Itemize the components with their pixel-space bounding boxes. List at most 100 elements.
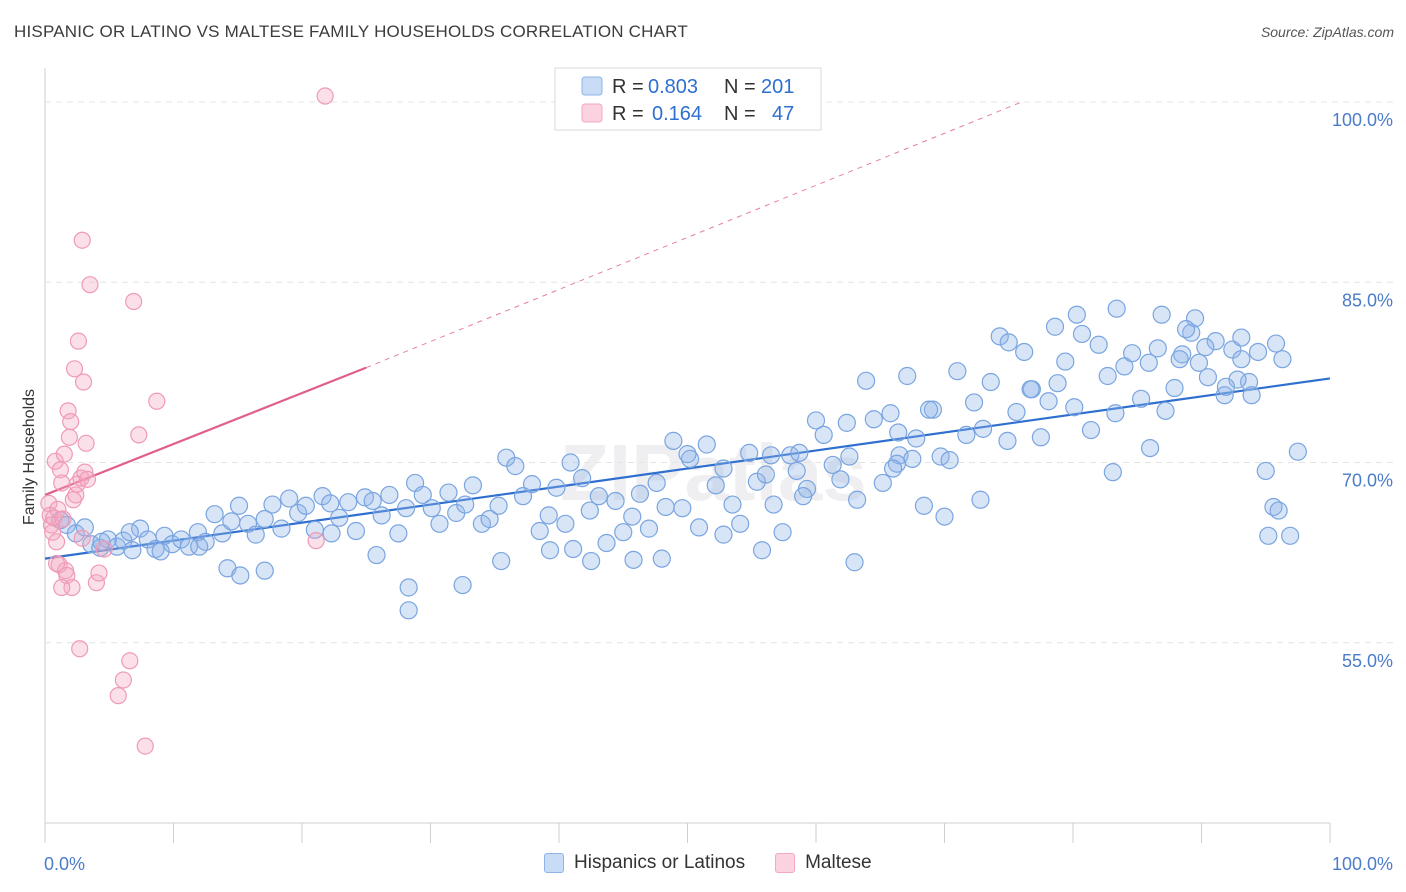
legend-item-hispanics[interactable]: Hispanics or Latinos [544,852,745,874]
data-point-hispanics [480,509,499,529]
data-point-maltese [136,737,154,755]
data-point-hispanics [773,523,792,542]
data-point-hispanics [957,425,976,444]
data-point-hispanics [752,541,772,560]
y-tick-label: 70.0% [1342,471,1393,491]
x-tick-label-max: 100.0% [1332,854,1393,874]
data-point-maltese [73,231,91,249]
data-point-hispanics [151,542,170,561]
data-point-hispanics [1232,350,1251,369]
data-point-hispanics [188,523,208,542]
data-point-hispanics [1089,335,1108,354]
data-point-hispanics [213,524,232,543]
x-tick-labels: 0.0% 100.0% [44,854,1393,874]
legend-item-maltese[interactable]: Maltese [775,852,872,874]
data-point-hispanics [1198,368,1218,387]
data-point-hispanics [1021,380,1040,399]
data-point-hispanics [614,523,633,542]
data-point-hispanics [823,455,842,475]
data-point-maltese [54,510,72,528]
data-point-maltese [125,292,143,311]
data-point-hispanics [999,333,1018,352]
legend-n-label-2: N = [724,103,756,125]
data-point-hispanics [1103,463,1122,482]
data-point-hispanics [439,483,458,502]
data-point-hispanics [573,469,592,488]
data-point-hispanics [399,601,418,620]
legend-n-value-2: 47 [772,103,794,125]
data-point-hispanics [761,446,781,465]
data-point-hispanics [422,499,441,518]
data-point-hispanics [190,537,209,556]
data-point-hispanics [706,476,725,495]
data-point-hispanics [246,525,265,544]
data-point-hispanics [229,496,249,515]
data-point-hispanics [205,505,224,524]
data-point-maltese [87,574,106,592]
data-point-hispanics [652,549,671,568]
trend-line-maltese-extension [366,101,1022,369]
data-point-hispanics [1152,305,1171,324]
data-point-hispanics [399,578,418,597]
data-point-hispanics [714,525,733,544]
data-point-hispanics [1045,317,1065,336]
data-point-hispanics [990,327,1009,346]
data-point-hispanics [1206,332,1225,351]
data-point-hispanics [1148,339,1167,358]
data-point-hispanics [923,400,943,419]
y-tick-labels: 55.0% 70.0% 85.0% 100.0% [1332,110,1393,671]
data-point-hispanics [689,518,709,537]
data-point-hispanics [914,496,934,515]
legend-r-label-2: R = [612,103,644,125]
data-point-hispanics [1176,320,1196,339]
data-point-hispanics [1273,350,1292,369]
data-point-hispanics [372,506,391,525]
data-point-hispanics [881,404,900,423]
data-point-hispanics [589,487,608,506]
data-point-hispanics [263,495,282,514]
legend-n-value-1: 201 [761,76,794,98]
data-point-hispanics [907,429,926,448]
data-point-hispanics [919,400,939,419]
data-point-hispanics [1170,350,1189,369]
data-point-hispanics [714,459,733,478]
data-point-maltese [74,373,93,391]
data-point-hispanics [1266,334,1286,353]
data-point-hispanics [873,473,892,493]
data-point-hispanics [639,519,659,538]
data-point-hispanics [656,497,675,517]
data-point-hispanics [790,443,809,463]
data-point-hispanics [1182,323,1201,342]
data-point-maltese [130,426,148,444]
data-point-hispanics [1056,352,1075,371]
series-hispanics-points [51,299,1307,620]
data-point-hispanics [539,506,558,525]
source-label: Source: ZipAtlas.com [1260,24,1394,40]
legend-label: Hispanics or Latinos [574,852,746,873]
data-point-hispanics [296,496,315,515]
data-point-hispanics [1081,420,1101,440]
y-tick-label: 100.0% [1332,110,1393,130]
data-point-hispanics [463,476,483,495]
data-point-hispanics [1173,345,1192,364]
data-point-hispanics [255,509,274,529]
data-point-hispanics [430,514,449,533]
data-point-hispanics [1264,497,1283,517]
data-point-hispanics [1189,353,1209,372]
data-point-hispanics [831,470,850,489]
data-point-maltese [47,554,66,573]
data-point-hispanics [971,490,990,509]
data-point-hispanics [1123,344,1142,363]
data-point-hispanics [837,413,856,432]
data-point-hispanics [806,411,826,430]
data-point-hispanics [561,453,580,472]
data-point-hispanics [889,423,908,442]
data-point-hispanics [973,419,993,438]
data-point-hispanics [845,553,864,572]
data-point-hispanics [1228,370,1247,389]
data-point-hispanics [389,524,408,543]
data-point-hispanics [624,550,643,569]
data-point-hispanics [272,519,291,538]
data-point-hispanics [580,501,599,520]
